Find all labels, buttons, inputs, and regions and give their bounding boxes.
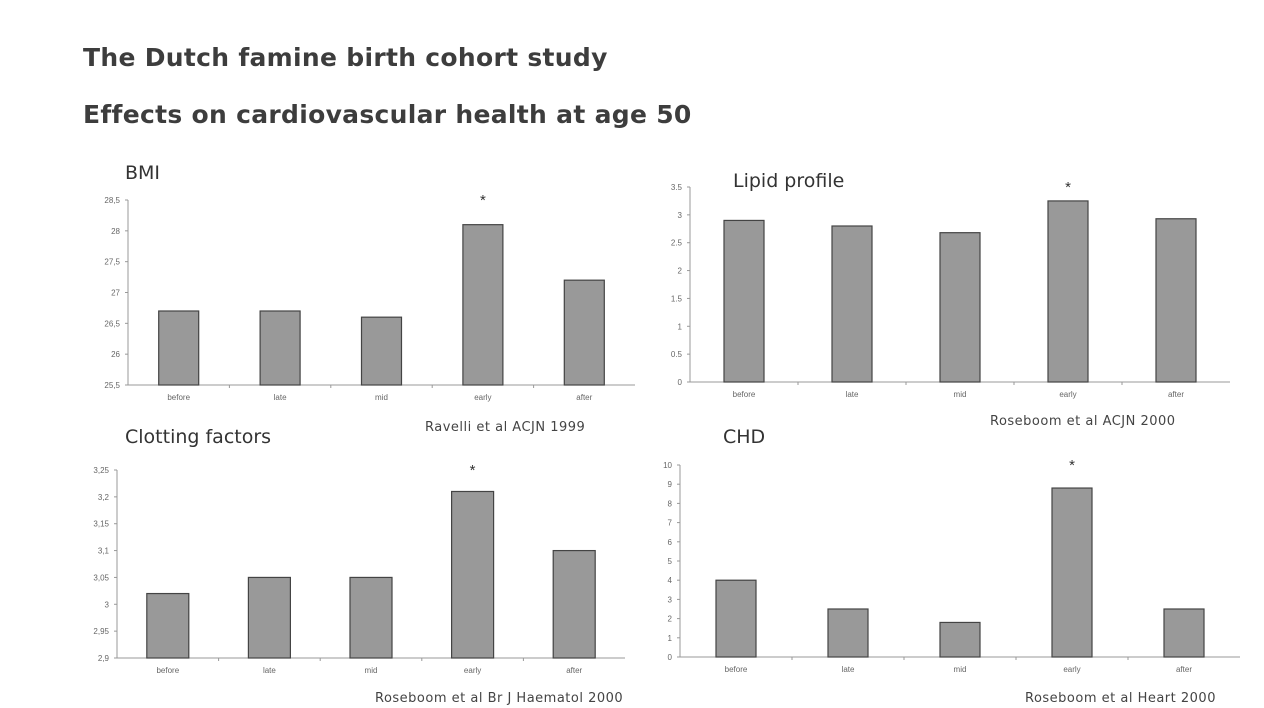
x-tick-label: late: [263, 666, 276, 675]
bar-before: [158, 310, 200, 386]
x-tick-label: early: [1059, 390, 1076, 399]
x-tick-label: late: [846, 390, 859, 399]
x-tick-label: mid: [375, 393, 388, 402]
y-tick-label: 0: [678, 378, 683, 387]
bar-mid: [360, 316, 403, 386]
chart-title-lipid: Lipid profile: [733, 170, 845, 192]
chart-title-bmi: BMI: [125, 162, 161, 184]
x-tick-label: early: [464, 666, 481, 675]
y-tick-label: 5: [668, 557, 673, 566]
y-tick-label: 7: [668, 519, 673, 528]
x-tick-label: after: [576, 393, 592, 402]
x-tick-label: before: [733, 390, 756, 399]
y-tick-label: 27: [111, 289, 120, 298]
bar-late: [259, 310, 301, 386]
x-tick-label: mid: [365, 666, 378, 675]
significance-asterisk: *: [1069, 457, 1075, 474]
x-tick-label: late: [274, 393, 287, 402]
chart-title-clotting: Clotting factors: [125, 426, 272, 448]
y-tick-label: 26,5: [104, 319, 120, 328]
bar-late: [247, 576, 291, 659]
y-tick-label: 26: [111, 350, 120, 359]
y-tick-label: 3,2: [98, 493, 110, 502]
x-tick-label: mid: [954, 665, 967, 674]
y-tick-label: 0: [668, 653, 673, 662]
bar-late: [831, 225, 873, 383]
x-tick-label: after: [1168, 390, 1184, 399]
citation-lipid: Roseboom et al ACJN 2000: [990, 414, 1176, 429]
bar-mid: [349, 576, 393, 659]
x-tick-label: mid: [954, 390, 967, 399]
x-tick-label: early: [1063, 665, 1080, 674]
y-tick-label: 3,05: [93, 573, 109, 582]
y-tick-label: 25,5: [104, 381, 120, 390]
y-tick-label: 6: [668, 538, 673, 547]
bar-after: [552, 549, 596, 659]
y-tick-label: 2: [678, 267, 683, 276]
y-tick-label: 3: [668, 595, 673, 604]
bar-mid: [939, 621, 981, 658]
slide-subtitle: Effects on cardiovascular health at age …: [83, 100, 692, 129]
bar-mid: [939, 232, 981, 383]
y-tick-label: 1: [678, 322, 683, 331]
citation-chd: Roseboom et al Heart 2000: [1025, 691, 1216, 706]
y-tick-label: 3: [678, 211, 683, 220]
bar-after: [1163, 608, 1205, 658]
y-tick-label: 9: [668, 480, 673, 489]
y-tick-label: 27,5: [104, 258, 120, 267]
y-tick-label: 1.5: [671, 294, 683, 303]
bar-early: [451, 490, 495, 659]
y-tick-label: 3,25: [93, 466, 109, 475]
y-tick-label: 2,9: [98, 654, 110, 663]
y-tick-label: 2.5: [671, 239, 683, 248]
y-tick-label: 3,1: [98, 547, 110, 556]
bar-after: [1155, 218, 1197, 383]
y-tick-label: 3,15: [93, 520, 109, 529]
y-tick-label: 28: [111, 227, 120, 236]
x-tick-label: late: [842, 665, 855, 674]
x-tick-label: after: [1176, 665, 1192, 674]
x-tick-label: early: [474, 393, 491, 402]
significance-asterisk: *: [480, 192, 486, 209]
significance-asterisk: *: [1065, 179, 1071, 196]
bar-before: [723, 219, 765, 383]
bar-before: [715, 579, 757, 658]
x-tick-label: before: [167, 393, 190, 402]
bar-after: [563, 279, 605, 386]
y-tick-label: 2,95: [93, 627, 109, 636]
bar-early: [462, 224, 504, 386]
y-tick-label: 4: [668, 576, 673, 585]
citation-bmi: Ravelli et al ACJN 1999: [425, 420, 586, 435]
y-tick-label: 8: [668, 499, 673, 508]
y-tick-label: 10: [663, 461, 672, 470]
significance-asterisk: *: [470, 462, 476, 479]
y-tick-label: 0.5: [671, 350, 683, 359]
x-tick-label: before: [156, 666, 179, 675]
y-tick-label: 2: [668, 615, 673, 624]
y-tick-label: 3: [105, 600, 110, 609]
x-tick-label: after: [566, 666, 582, 675]
y-tick-label: 1: [668, 634, 673, 643]
bar-early: [1051, 487, 1093, 658]
bar-before: [146, 592, 190, 659]
citation-clotting: Roseboom et al Br J Haematol 2000: [375, 691, 624, 706]
y-tick-label: 28,5: [104, 196, 120, 205]
bar-late: [827, 608, 869, 658]
slide-title: The Dutch famine birth cohort study: [83, 43, 608, 72]
y-tick-label: 3.5: [671, 183, 683, 192]
bar-early: [1047, 200, 1089, 383]
x-tick-label: before: [725, 665, 748, 674]
chart-title-chd: CHD: [723, 426, 766, 448]
